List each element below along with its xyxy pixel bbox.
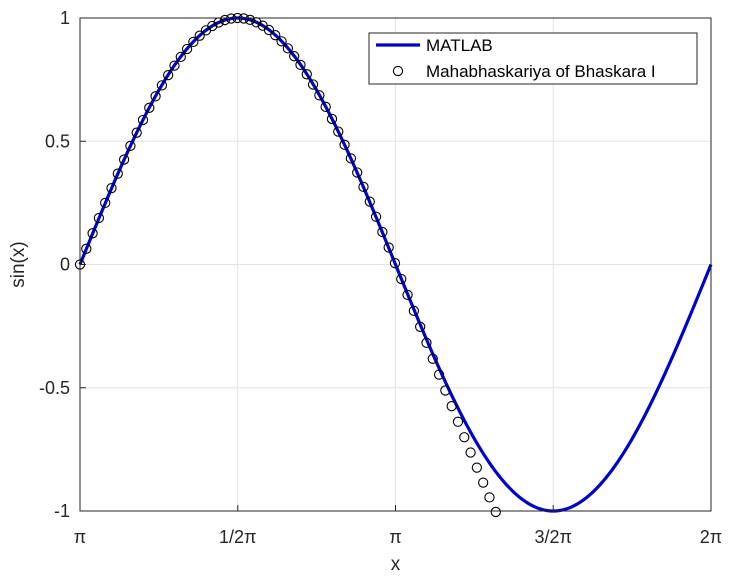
bhaskara-data-point — [106, 182, 117, 194]
bhaskara-data-point — [377, 226, 388, 238]
bhaskara-data-point — [282, 43, 294, 54]
bhaskara-data-point — [389, 258, 401, 269]
matlab-sine-line — [78, 16, 713, 513]
bhaskara-data-point — [421, 337, 432, 348]
bhaskara-data-point — [364, 196, 375, 207]
plot-markers — [74, 12, 501, 518]
bhaskara-data-point — [169, 60, 180, 71]
bhaskara-data-point — [471, 462, 483, 473]
bhaskara-data-point — [131, 127, 142, 138]
bhaskara-data-point — [226, 13, 237, 24]
bhaskara-data-point — [408, 305, 420, 316]
bhaskara-data-point — [339, 139, 350, 150]
x-tick-label: 1/2π — [219, 527, 256, 547]
bhaskara-data-point — [433, 369, 445, 380]
bhaskara-data-point — [93, 212, 105, 224]
bhaskara-data-point — [396, 273, 407, 285]
bhaskara-data-point — [370, 211, 382, 222]
bhaskara-data-point — [314, 90, 325, 101]
y-tick-label: 0.5 — [45, 131, 70, 151]
bhaskara-data-point — [125, 140, 136, 152]
bhaskara-data-point — [427, 353, 438, 364]
x-axis-label: x — [391, 554, 401, 575]
bhaskara-data-point — [100, 197, 111, 209]
y-tick-label: -0.5 — [39, 378, 70, 398]
bhaskara-data-point — [402, 289, 413, 301]
bhaskara-data-point — [326, 113, 338, 125]
bhaskara-data-point — [415, 321, 426, 332]
bhaskara-data-point — [446, 401, 457, 412]
x-tick-label: 3/2π — [535, 527, 572, 547]
axis-ticks: π 1/2π π 3/2π 2π 1 0.5 0 -0.5 -1 — [39, 8, 722, 547]
bhaskara-data-point — [345, 153, 357, 164]
bhaskara-data-point — [459, 432, 470, 443]
bhaskara-data-point — [295, 59, 306, 71]
bhaskara-data-point — [181, 43, 193, 55]
legend-marker-swatch — [392, 65, 404, 77]
bhaskara-data-point — [307, 79, 319, 90]
bhaskara-data-point — [150, 91, 161, 102]
bhaskara-data-point — [276, 36, 287, 47]
bhaskara-data-point — [163, 69, 174, 81]
bhaskara-data-point — [118, 154, 130, 165]
legend: MATLAB Mahabhaskariya of Bhaskara I — [368, 32, 698, 85]
bhaskara-data-point — [137, 114, 149, 126]
bhaskara-data-point — [87, 228, 98, 239]
bhaskara-data-point — [320, 101, 331, 112]
bhaskara-data-point — [81, 243, 92, 254]
y-axis-label: sin(x) — [8, 241, 29, 287]
bhaskara-data-point — [244, 14, 256, 26]
bhaskara-data-point — [156, 80, 168, 91]
bhaskara-data-point — [440, 385, 451, 396]
legend-label-bhaskara: Mahabhaskariya of Bhaskara I — [426, 62, 656, 81]
y-tick-label: 0 — [60, 255, 70, 275]
bhaskara-data-point — [188, 36, 199, 48]
bhaskara-data-point — [112, 168, 123, 179]
x-tick-label: 2π — [700, 527, 722, 547]
bhaskara-data-point — [358, 181, 369, 193]
legend-box — [368, 32, 698, 85]
bhaskara-data-point — [194, 30, 205, 41]
x-tick-label: π — [389, 527, 401, 547]
bhaskara-data-point — [352, 167, 363, 178]
bhaskara-data-point — [270, 30, 281, 41]
bhaskara-data-point — [490, 506, 501, 518]
bhaskara-data-point — [301, 69, 312, 80]
bhaskara-data-point — [333, 126, 344, 137]
bhaskara-data-point — [144, 102, 155, 113]
bhaskara-data-point — [478, 477, 489, 488]
x-tick-label: π — [74, 527, 86, 547]
plot-lines — [78, 16, 713, 513]
bhaskara-data-point — [383, 242, 394, 253]
bhaskara-data-point — [289, 51, 300, 62]
bhaskara-data-point — [219, 14, 231, 26]
bhaskara-data-point — [263, 24, 275, 36]
bhaskara-data-point — [207, 20, 218, 32]
bhaskara-data-point — [484, 492, 495, 503]
bhaskara-data-point — [465, 447, 476, 458]
y-tick-label: 1 — [60, 8, 70, 28]
y-tick-label: -1 — [54, 501, 70, 521]
bhaskara-data-point — [452, 416, 464, 427]
legend-label-matlab: MATLAB — [426, 36, 493, 55]
bhaskara-data-point — [175, 51, 186, 63]
